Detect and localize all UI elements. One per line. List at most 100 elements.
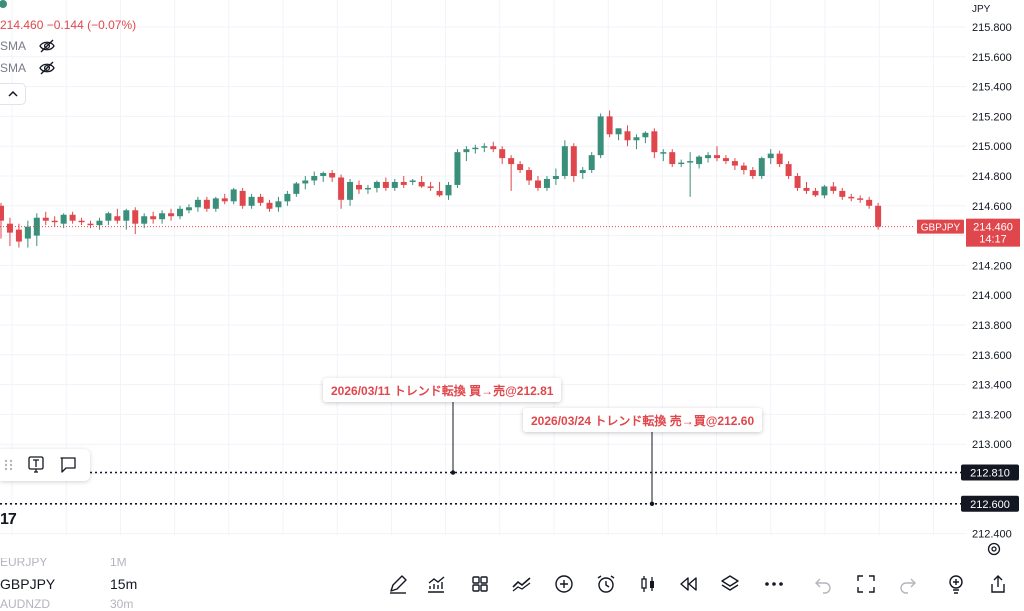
currency-label[interactable]: JPY: [972, 4, 991, 15]
candle-down: [740, 165, 747, 171]
text-tool-icon[interactable]: [25, 454, 47, 476]
header-price-change: 214.460 −0.144 (−0.07%): [0, 18, 137, 32]
indicators-icon[interactable]: [418, 566, 454, 602]
candle-down: [239, 190, 246, 206]
more-icon[interactable]: [756, 566, 792, 602]
candle-up: [696, 156, 703, 165]
candle-down: [624, 131, 631, 141]
candle-down: [150, 216, 157, 220]
undo-icon[interactable]: [805, 566, 841, 602]
candle-up: [185, 207, 192, 211]
candle-down: [731, 161, 738, 166]
candle-down: [749, 170, 756, 176]
candle-down: [875, 205, 882, 227]
layers-icon[interactable]: [712, 566, 748, 602]
candle-down: [526, 170, 533, 181]
candle-up: [364, 187, 371, 190]
candle-up: [141, 216, 148, 224]
annotation-label-1[interactable]: 2026/03/11 トレンド転換 買→売@212.81: [323, 378, 562, 402]
candles-icon[interactable]: [630, 566, 666, 602]
candle-up: [561, 146, 568, 176]
price-chart[interactable]: 215.800 215.600 215.400 215.200 215.000 214.8…: [0, 0, 1024, 540]
candle-up: [579, 170, 586, 174]
candle-up: [552, 176, 559, 179]
candle-down: [812, 190, 819, 196]
level-price-badge: [961, 464, 1019, 481]
candle-down: [517, 164, 524, 171]
collapse-legend-button[interactable]: [0, 83, 26, 105]
candle-up: [293, 183, 300, 194]
share-icon[interactable]: [980, 566, 1016, 602]
candle-up: [660, 152, 667, 154]
y-tick-label: 214.800: [972, 171, 1012, 183]
candle-up: [177, 208, 183, 217]
eye-off-icon[interactable]: [38, 39, 56, 53]
symbol-list-item[interactable]: EURJPY 1M: [0, 558, 127, 569]
level-price-label: 212.600: [970, 499, 1010, 511]
candle-down: [776, 153, 783, 165]
eye-off-icon[interactable]: [38, 61, 56, 75]
indicator-row-sma-2[interactable]: SMA: [0, 58, 56, 78]
candle-down: [714, 155, 720, 159]
pen-icon[interactable]: [380, 566, 416, 602]
candle-down: [418, 181, 425, 187]
drag-handle-icon[interactable]: [3, 458, 15, 472]
replay-icon[interactable]: [670, 566, 706, 602]
candle-up: [821, 186, 828, 196]
candle-down: [857, 198, 864, 200]
candle-up: [302, 180, 309, 184]
alarm-icon[interactable]: [588, 566, 624, 602]
candle-up: [230, 189, 237, 202]
indicator-label: SMA: [0, 61, 27, 75]
candle-up: [758, 158, 765, 176]
layout-grid-icon[interactable]: [462, 566, 498, 602]
idea-icon[interactable]: [938, 566, 974, 602]
symbol-list-item[interactable]: AUDNZD 30m: [0, 597, 134, 611]
redo-icon[interactable]: [890, 566, 926, 602]
y-tick-label: 215.400: [972, 82, 1012, 94]
compare-icon[interactable]: [504, 566, 540, 602]
add-icon[interactable]: [546, 566, 582, 602]
y-tick-label: 213.600: [972, 350, 1012, 362]
candle-up: [463, 149, 470, 153]
candle-down: [382, 181, 389, 188]
candle-down: [6, 223, 13, 233]
indicator-row-sma-1[interactable]: SMA: [0, 36, 56, 56]
candle-up: [642, 132, 649, 138]
candle-up: [687, 161, 694, 163]
candle-up: [615, 128, 622, 135]
fullscreen-icon[interactable]: [848, 566, 884, 602]
y-tick-label: 213.800: [972, 320, 1012, 332]
candle-up: [320, 173, 327, 176]
floating-drawing-toolbar: [0, 449, 90, 481]
candle-up: [767, 153, 774, 159]
candle-up: [678, 162, 685, 165]
candle-down: [794, 176, 801, 188]
candle-up: [212, 198, 219, 209]
comment-icon[interactable]: [57, 454, 79, 476]
candle-down: [338, 177, 345, 200]
y-tick-label: 215.600: [972, 52, 1012, 64]
candle-up: [24, 226, 31, 239]
candle-down: [866, 199, 873, 206]
level-price-label: 212.810: [970, 468, 1010, 480]
indicator-label: SMA: [0, 39, 27, 53]
candle-down: [168, 213, 175, 217]
symbol-list-item-active[interactable]: GBPJPY 15m: [0, 576, 138, 592]
candle-down: [606, 116, 613, 135]
candle-up: [588, 155, 595, 171]
candle-down: [722, 158, 729, 162]
candle-down: [848, 196, 855, 199]
candle-down: [266, 202, 273, 209]
settings-gear-icon[interactable]: [986, 541, 1002, 557]
y-tick-label: 214.600: [972, 201, 1012, 213]
candle-up: [123, 210, 130, 221]
symbol-tag: [917, 219, 964, 234]
candle-down: [400, 181, 407, 185]
y-tick-label: 214.200: [972, 260, 1012, 272]
annotation-label-2[interactable]: 2026/03/24 トレンド転換 売→買@212.60: [523, 408, 763, 432]
candle-up: [159, 213, 166, 220]
symbol-tag-label: GBPJPY: [921, 223, 961, 234]
candle-up: [284, 193, 291, 202]
level-price-badge: [961, 495, 1019, 512]
